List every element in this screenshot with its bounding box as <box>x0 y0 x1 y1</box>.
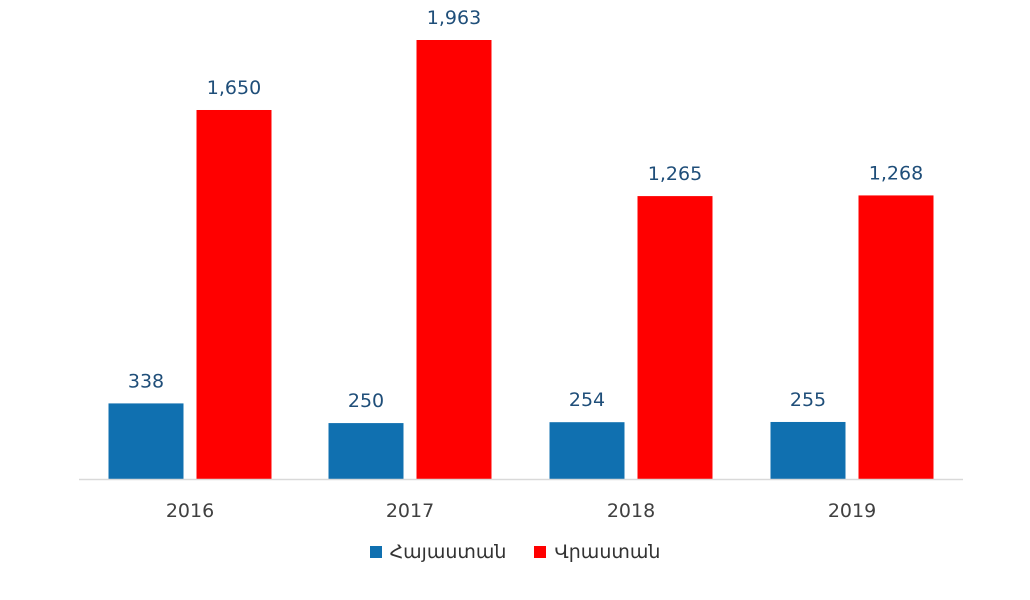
value-label-1-2019: 255 <box>790 389 826 411</box>
legend-label-series-2: Վրաստան <box>554 541 661 563</box>
value-label-1-2018: 254 <box>569 389 605 411</box>
value-label-2-2018: 1,265 <box>648 163 702 185</box>
bar-1-2017 <box>328 423 404 479</box>
legend-swatch-series-2 <box>534 546 547 558</box>
x-tick-label-2016: 2016 <box>166 500 214 522</box>
bar-2-2019 <box>858 195 934 479</box>
bar-2-2018 <box>637 196 713 480</box>
legend-item-series-2: Վրաստան <box>534 541 660 563</box>
value-label-1-2017: 250 <box>348 390 384 412</box>
x-tick-label-2018: 2018 <box>607 500 655 522</box>
x-tick-label-2017: 2017 <box>386 500 434 522</box>
legend-label-series-1: Հայաստան <box>389 541 507 563</box>
bar-1-2016 <box>108 403 184 479</box>
value-label-2-2017: 1,963 <box>427 7 481 29</box>
bar-2-2017 <box>416 40 492 479</box>
bar-2-2016 <box>196 109 272 479</box>
value-labels-group: 338 250 254 255 1,650 1,963 1,265 1,268 <box>128 7 923 412</box>
legend-swatch-series-1 <box>369 546 382 558</box>
x-tick-label-2019: 2019 <box>828 500 876 522</box>
bar-1-2019 <box>770 421 846 479</box>
bar-1-2018 <box>549 422 625 479</box>
value-label-1-2016: 338 <box>128 370 164 392</box>
value-label-2-2019: 1,268 <box>869 162 923 184</box>
value-label-2-2016: 1,650 <box>207 77 261 99</box>
legend: Հայաստան Վրաստան <box>0 541 1030 563</box>
x-tick-labels-group: 2016 2017 2018 2019 <box>166 500 876 522</box>
legend-item-series-1: Հայաստան <box>369 541 507 563</box>
bars-group <box>108 40 934 480</box>
